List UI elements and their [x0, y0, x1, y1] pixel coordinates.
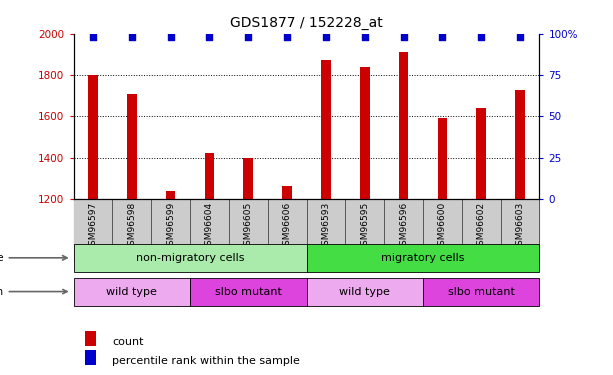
Point	[88, 34, 98, 40]
Point	[127, 34, 137, 40]
Bar	[74, 244, 306, 272]
Bar	[360, 67, 370, 199]
Point	[476, 34, 486, 40]
Point	[282, 34, 292, 40]
Bar	[476, 108, 486, 199]
Bar	[166, 190, 175, 199]
Bar	[205, 153, 215, 199]
Text: genotype/variation: genotype/variation	[0, 286, 67, 297]
Bar	[501, 199, 539, 261]
Bar	[462, 199, 501, 261]
Bar	[127, 94, 137, 199]
Point	[321, 34, 331, 40]
Bar	[190, 278, 306, 306]
Bar	[190, 199, 229, 261]
Bar	[88, 75, 98, 199]
Text: non-migratory cells: non-migratory cells	[136, 253, 244, 263]
Text: wild type: wild type	[107, 286, 157, 297]
Bar	[423, 199, 462, 261]
Text: slbo mutant: slbo mutant	[215, 286, 282, 297]
Bar	[306, 199, 345, 261]
Bar	[74, 199, 112, 261]
Bar	[282, 186, 292, 199]
Bar	[321, 60, 331, 199]
Point	[205, 34, 215, 40]
Bar	[423, 278, 539, 306]
Bar	[229, 199, 268, 261]
Bar	[112, 199, 151, 261]
Bar	[515, 90, 525, 199]
Text: migratory cells: migratory cells	[381, 253, 465, 263]
Bar	[306, 244, 539, 272]
Bar	[306, 278, 423, 306]
Text: wild type: wild type	[340, 286, 390, 297]
Bar	[268, 199, 306, 261]
Point	[243, 34, 253, 40]
Text: slbo mutant: slbo mutant	[447, 286, 515, 297]
Text: cell type: cell type	[0, 253, 67, 263]
Point	[166, 34, 175, 40]
Bar	[151, 199, 190, 261]
Text: percentile rank within the sample: percentile rank within the sample	[112, 356, 300, 366]
Title: GDS1877 / 152228_at: GDS1877 / 152228_at	[230, 16, 383, 30]
Bar	[345, 199, 384, 261]
Text: count: count	[112, 336, 144, 346]
Bar	[74, 278, 190, 306]
Bar	[438, 118, 447, 199]
Bar	[243, 158, 253, 199]
Point	[438, 34, 447, 40]
Point	[360, 34, 370, 40]
Point	[398, 34, 408, 40]
Bar	[384, 199, 423, 261]
Bar	[398, 53, 408, 199]
Bar	[85, 350, 96, 365]
Bar	[85, 331, 96, 346]
Point	[515, 34, 525, 40]
